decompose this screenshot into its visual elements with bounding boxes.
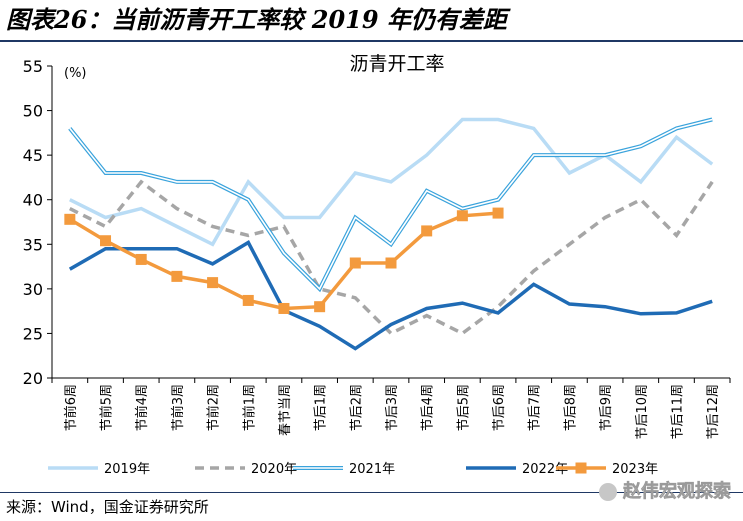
legend: 2019年 2020年 2021年 2022年 2023年 bbox=[48, 462, 658, 477]
series-line bbox=[69, 179, 714, 336]
y-tick-label: 30 bbox=[23, 280, 43, 299]
legend-label: 2021年 bbox=[349, 462, 395, 477]
x-tick-label: 节后1周 bbox=[314, 384, 329, 431]
data-point bbox=[207, 277, 219, 289]
data-point bbox=[456, 210, 468, 222]
legend-label: 2022年 bbox=[522, 462, 568, 477]
data-point bbox=[278, 302, 290, 314]
y-tick-label: 35 bbox=[23, 235, 43, 254]
x-tick-label: 节前5周 bbox=[99, 384, 115, 431]
y-tick-label: 50 bbox=[23, 102, 43, 121]
data-point bbox=[171, 270, 183, 282]
watermark-text: 赵伟宏观探索 bbox=[623, 481, 732, 503]
y-tick-label: 25 bbox=[23, 324, 43, 343]
legend-item: 2020年 bbox=[195, 462, 297, 477]
data-point bbox=[64, 213, 76, 225]
chart-title: 沥青开工率 bbox=[349, 53, 444, 75]
x-tick-label: 节后5周 bbox=[456, 384, 471, 431]
data-point bbox=[385, 257, 397, 269]
series-line bbox=[68, 240, 713, 351]
series-line bbox=[69, 117, 714, 247]
title-divider bbox=[0, 40, 743, 42]
x-tick-label: 节后11周 bbox=[670, 384, 685, 440]
series-layer bbox=[64, 117, 714, 351]
watermark: 赵伟宏观探索 bbox=[599, 478, 731, 506]
axes: 20 25 30 35 40 45 50 55 节前6周 节前5周 节前4周 节前3周 节前2周 节前1周… bbox=[23, 57, 731, 440]
x-tick-label: 节前1周 bbox=[241, 384, 257, 431]
data-point bbox=[492, 207, 504, 219]
y-tick-label: 45 bbox=[23, 146, 43, 165]
y-unit-label: (%) bbox=[64, 66, 87, 81]
x-tick-label: 节后4周 bbox=[421, 384, 436, 431]
legend-item: 2022年 bbox=[466, 462, 568, 477]
x-tick-label: 节后2周 bbox=[349, 384, 364, 431]
data-point bbox=[314, 301, 326, 313]
x-tick-label: 春节当周 bbox=[278, 384, 293, 436]
x-tick-label: 节后6周 bbox=[492, 384, 507, 431]
legend-label: 2023年 bbox=[612, 462, 658, 477]
series-2022年 bbox=[68, 240, 713, 351]
x-tick-label: 节后12周 bbox=[706, 384, 721, 440]
x-tick-label: 节前2周 bbox=[206, 384, 222, 431]
figure-title: 图表26：当前沥青开工率较 2019 年仍有差距 bbox=[6, 5, 507, 34]
data-point bbox=[421, 225, 433, 237]
series-2019年 bbox=[69, 117, 714, 247]
data-point bbox=[242, 294, 254, 306]
data-point bbox=[135, 253, 147, 265]
x-tick-label: 节后3周 bbox=[385, 384, 400, 431]
x-tick-label: 节后8周 bbox=[563, 384, 578, 431]
legend-item: 2019年 bbox=[48, 462, 150, 477]
legend-label: 2020年 bbox=[251, 462, 297, 477]
line-chart: 沥青开工率 (%) 20 25 30 35 40 45 50 55 节前6周 节前5周 节前4周 节前… bbox=[23, 53, 731, 477]
y-tick-label: 20 bbox=[23, 369, 43, 388]
wechat-icon bbox=[599, 483, 617, 501]
series-2020年 bbox=[69, 179, 714, 336]
series-2023年 bbox=[64, 207, 504, 314]
x-tick-label: 节前6周 bbox=[63, 384, 79, 431]
legend-marker bbox=[575, 462, 587, 474]
source-note: 来源：Wind，国金证券研究所 bbox=[6, 498, 209, 516]
series-2021年 bbox=[68, 117, 713, 293]
footer-divider bbox=[0, 492, 743, 493]
y-tick-label: 40 bbox=[23, 191, 43, 210]
legend-item: 2021年 bbox=[293, 462, 395, 477]
x-tick-label: 节后7周 bbox=[528, 384, 543, 431]
x-tick-label: 节前3周 bbox=[170, 384, 186, 431]
legend-label: 2019年 bbox=[104, 462, 150, 477]
x-tick-label: 节后10周 bbox=[635, 384, 650, 440]
x-tick-label: 节前4周 bbox=[134, 384, 150, 431]
series-line-inner bbox=[69, 118, 713, 291]
data-point bbox=[100, 235, 112, 247]
y-tick-label: 55 bbox=[23, 57, 43, 76]
data-point bbox=[349, 257, 361, 269]
legend-item: 2023年 bbox=[556, 462, 658, 477]
x-tick-label: 节后9周 bbox=[599, 384, 614, 431]
